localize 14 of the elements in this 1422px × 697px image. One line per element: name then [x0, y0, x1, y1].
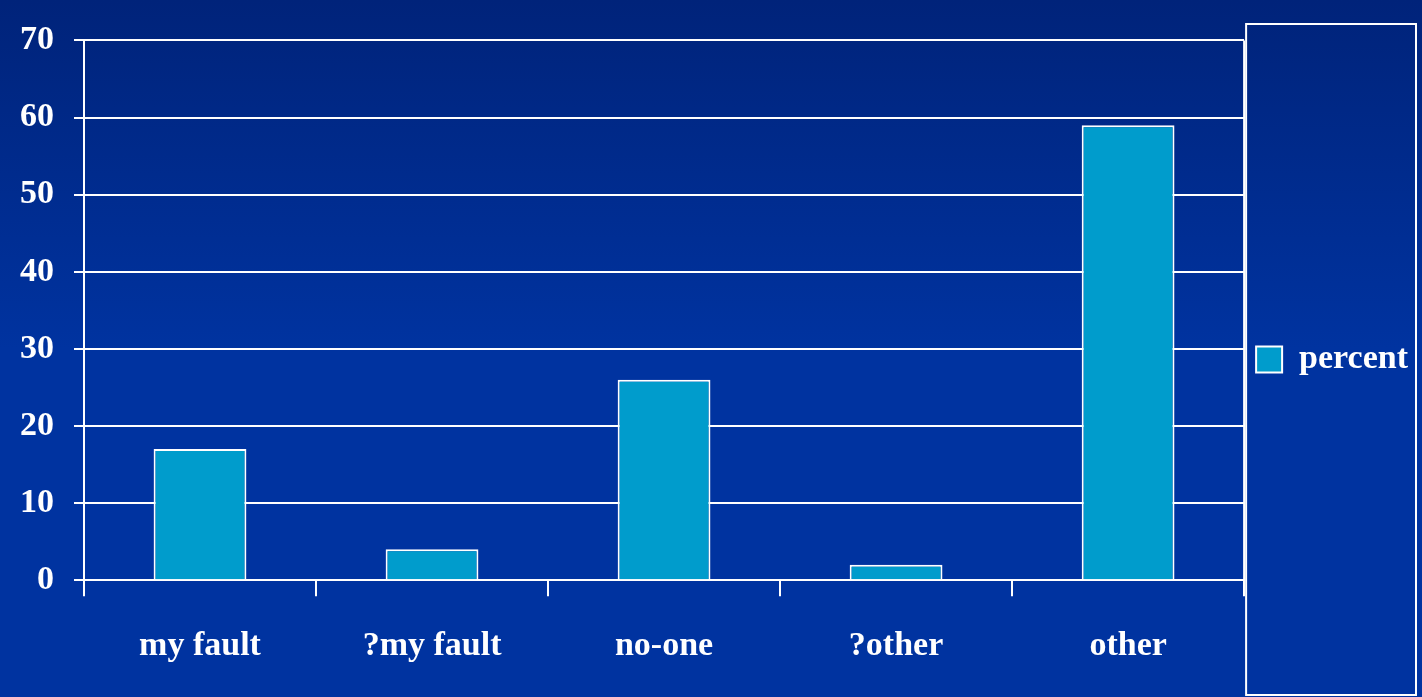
- x-tick-label: ?other: [848, 625, 944, 663]
- y-tick-label: 50: [20, 173, 54, 211]
- x-tick-label: ?my fault: [362, 625, 503, 663]
- y-tick-label: 0: [37, 558, 54, 596]
- x-tick-label: other: [1089, 625, 1167, 663]
- y-tick-label: 10: [20, 481, 54, 519]
- legend-label: percent: [1299, 338, 1409, 376]
- y-tick-label: 20: [20, 404, 54, 442]
- y-tick-label: 40: [20, 250, 54, 288]
- x-tick-label: no-one: [614, 625, 714, 663]
- y-tick-label: 60: [20, 96, 54, 134]
- y-tick-label: 30: [20, 327, 54, 365]
- x-tick-label: my fault: [139, 625, 262, 663]
- y-tick-label: 70: [20, 19, 54, 57]
